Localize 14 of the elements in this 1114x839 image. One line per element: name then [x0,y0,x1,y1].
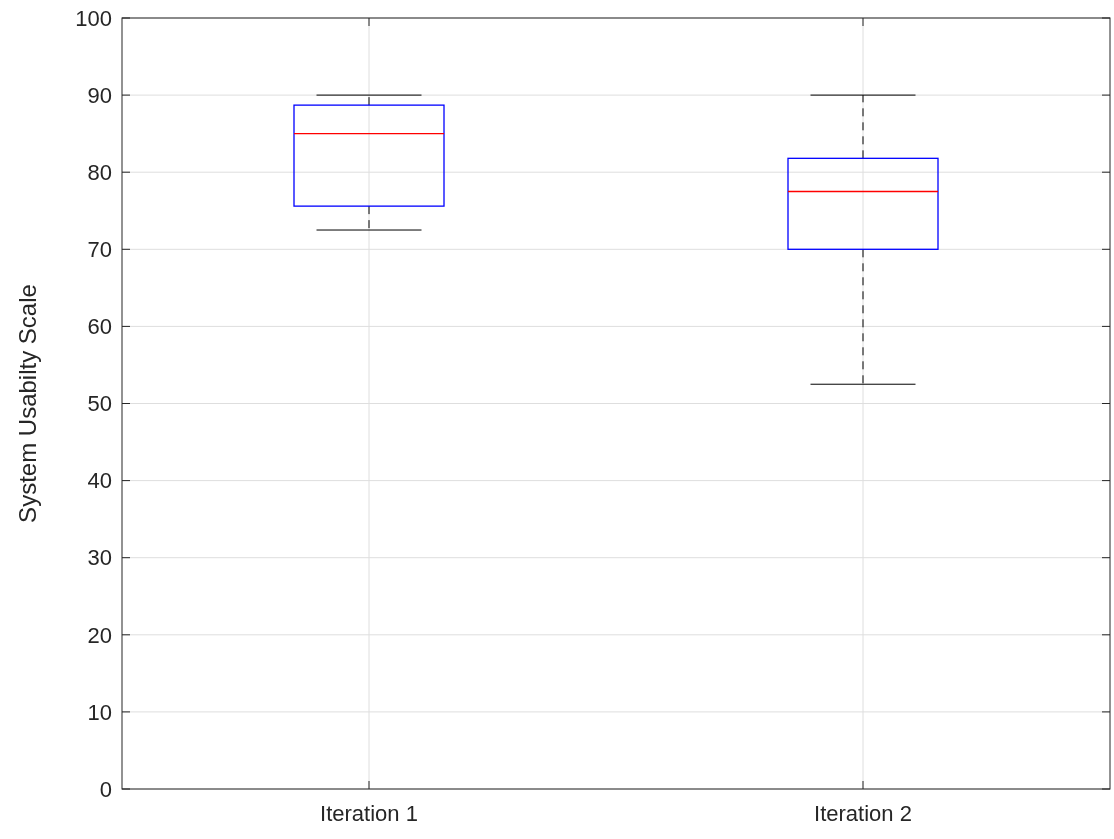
y-tick-label: 60 [87,314,112,340]
y-tick-label: 10 [87,699,112,725]
y-tick-label: 50 [87,391,112,417]
y-tick-label: 20 [87,622,112,648]
y-tick-label: 30 [87,545,112,571]
y-axis-title: System Usabilty Scale [14,284,41,523]
y-tick-label: 0 [99,776,112,802]
y-tick-label: 90 [87,82,112,108]
x-tick-label: Iteration 2 [814,801,912,826]
x-tick-label: Iteration 1 [320,801,418,826]
y-tick-label: 100 [75,5,112,31]
y-tick-label: 70 [87,237,112,262]
y-tick-label: 80 [87,159,112,185]
y-tick-label: 40 [87,468,112,494]
